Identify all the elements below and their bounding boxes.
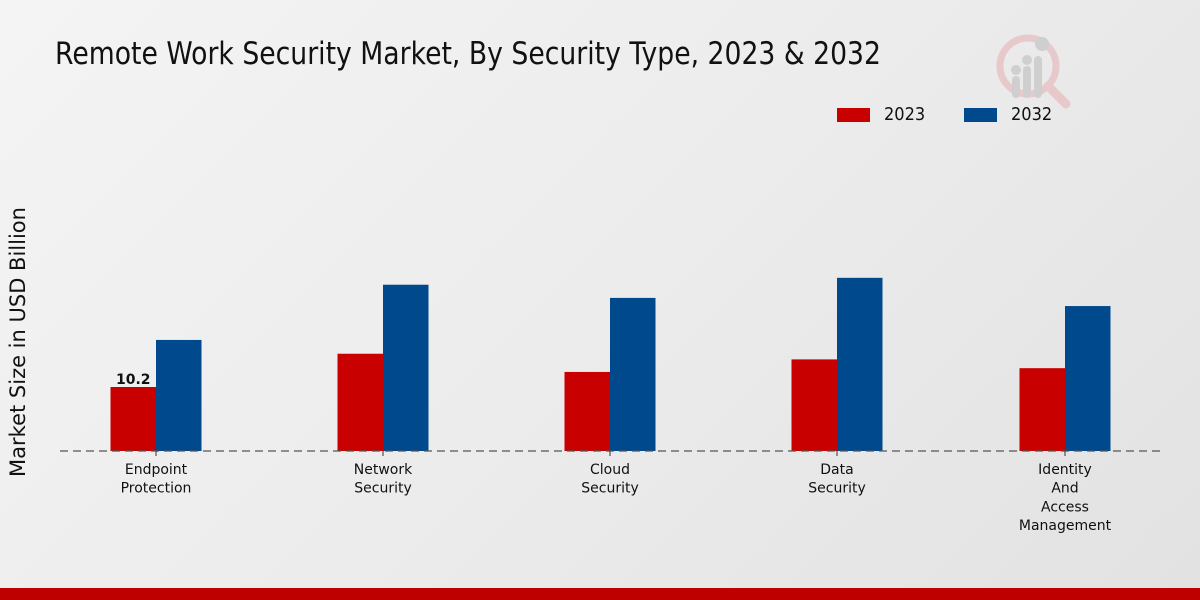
legend-swatch-2023 — [837, 107, 870, 122]
bar-endpoint-protection-2023 — [110, 387, 156, 451]
bar-network-security-2032 — [383, 284, 429, 451]
chart-title: Remote Work Security Market, By Security… — [55, 36, 881, 72]
bar-cloud-security-2032 — [610, 297, 656, 451]
x-tick-label-network-security: Network Security — [354, 462, 413, 497]
x-ticks-group — [155, 451, 1066, 456]
footer-bar — [0, 588, 1200, 600]
x-tick-label-data-security: Data Security — [808, 462, 866, 497]
bar-data-security-2032 — [837, 277, 883, 451]
x-tick-labels-group: Endpoint Protection Network Security Cloud Se… — [116, 372, 1112, 534]
legend-label-2032: 2032 — [1010, 104, 1053, 125]
bar-identity-and-access-management-2023 — [1019, 368, 1065, 451]
x-tick-label-cloud-security: Cloud Security — [581, 462, 639, 497]
legend-item-2023: 2023 — [837, 104, 930, 125]
bar-data-security-2023 — [791, 359, 837, 451]
bar-cloud-security-2023 — [564, 371, 610, 451]
legend: 2023 2032 — [837, 104, 1091, 125]
legend-item-2032: 2032 — [963, 104, 1057, 125]
legend-swatch-2032 — [963, 107, 997, 122]
bar-network-security-2023 — [337, 353, 383, 451]
x-tick-label-identity-and-access-management: Identity And Access Management — [1019, 462, 1112, 534]
bar-identity-and-access-management-2032 — [1065, 306, 1111, 451]
legend-label-2023: 2023 — [884, 104, 926, 125]
bar-endpoint-protection-2032 — [156, 339, 202, 451]
data-label-endpoint-protection-2023: 10.2 — [116, 372, 151, 388]
x-tick-label-endpoint-protection: Endpoint Protection — [121, 462, 192, 497]
bars-group — [110, 277, 1111, 451]
brand-logo-icon — [996, 34, 1071, 109]
